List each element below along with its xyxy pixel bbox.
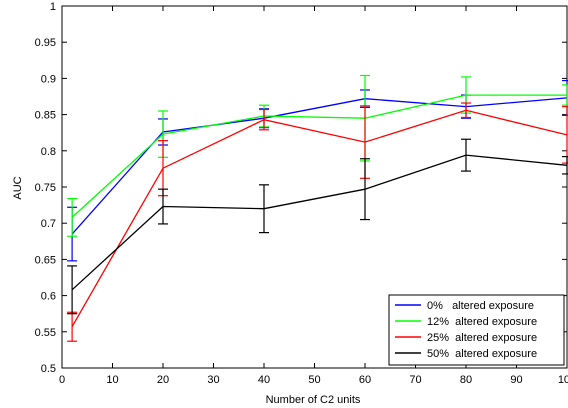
- legend-label: 50% altered exposure: [427, 348, 537, 360]
- error-bar: [461, 102, 471, 119]
- x-tick-label: 90: [510, 374, 522, 386]
- x-tick-label: 60: [359, 374, 371, 386]
- series-line: [71, 94, 567, 218]
- y-tick-label: 0.65: [35, 254, 56, 266]
- y-tick-label: 0.5: [41, 363, 56, 375]
- error-bar: [259, 108, 269, 131]
- x-axis-ticks: 0 10 20 30 40 50 60 70 80 90 100: [59, 6, 568, 386]
- error-bar: [259, 184, 269, 234]
- error-bar: [67, 311, 78, 342]
- series-layer: [67, 74, 568, 342]
- error-bar: [158, 140, 168, 197]
- y-tick-label: 0.95: [35, 37, 56, 49]
- legend-label: 25% altered exposure: [427, 332, 537, 344]
- x-tick-label: 40: [258, 374, 270, 386]
- series-line: [71, 97, 568, 235]
- x-tick-label: 0: [59, 374, 65, 386]
- x-tick-label: 10: [106, 374, 118, 386]
- error-bar: [562, 155, 568, 175]
- series-line: [71, 109, 568, 328]
- x-tick-label: 20: [157, 374, 169, 386]
- error-bar: [461, 138, 471, 172]
- x-tick-label: 80: [460, 374, 472, 386]
- series-line: [71, 154, 568, 291]
- y-tick-label: 0.7: [41, 218, 56, 230]
- y-tick-label: 0.75: [35, 182, 56, 194]
- y-axis-ticks: 0.5 0.55 0.6 0.65 0.7 0.75 0.8 0.85 0.9 0.95 1: [35, 1, 567, 375]
- y-tick-label: 0.85: [35, 110, 56, 122]
- y-tick-label: 0.9: [41, 73, 56, 85]
- x-tick-label: 70: [409, 374, 421, 386]
- series-3: [67, 138, 568, 315]
- y-tick-label: 1: [50, 1, 56, 13]
- x-tick-label: 100: [558, 374, 568, 386]
- y-tick-label: 0.6: [41, 291, 56, 303]
- series-2: [67, 102, 568, 342]
- legend-label: 12% altered exposure: [427, 316, 537, 328]
- legend-label: 0% altered exposure: [427, 300, 534, 312]
- y-tick-label: 0.55: [35, 327, 56, 339]
- error-bar: [67, 197, 78, 237]
- x-tick-label: 50: [308, 374, 320, 386]
- legend: 0% altered exposure 12% altered exposure 2…: [388, 294, 565, 366]
- error-bar: [67, 265, 78, 315]
- error-bar: [158, 188, 168, 225]
- y-tick-label: 0.8: [41, 146, 56, 158]
- x-axis-title: Number of C2 units: [266, 394, 361, 406]
- y-axis-title: AUC: [12, 176, 24, 199]
- x-tick-label: 30: [207, 374, 219, 386]
- error-bar: [562, 84, 568, 106]
- series-0: [67, 79, 568, 262]
- error-bar: [360, 158, 370, 221]
